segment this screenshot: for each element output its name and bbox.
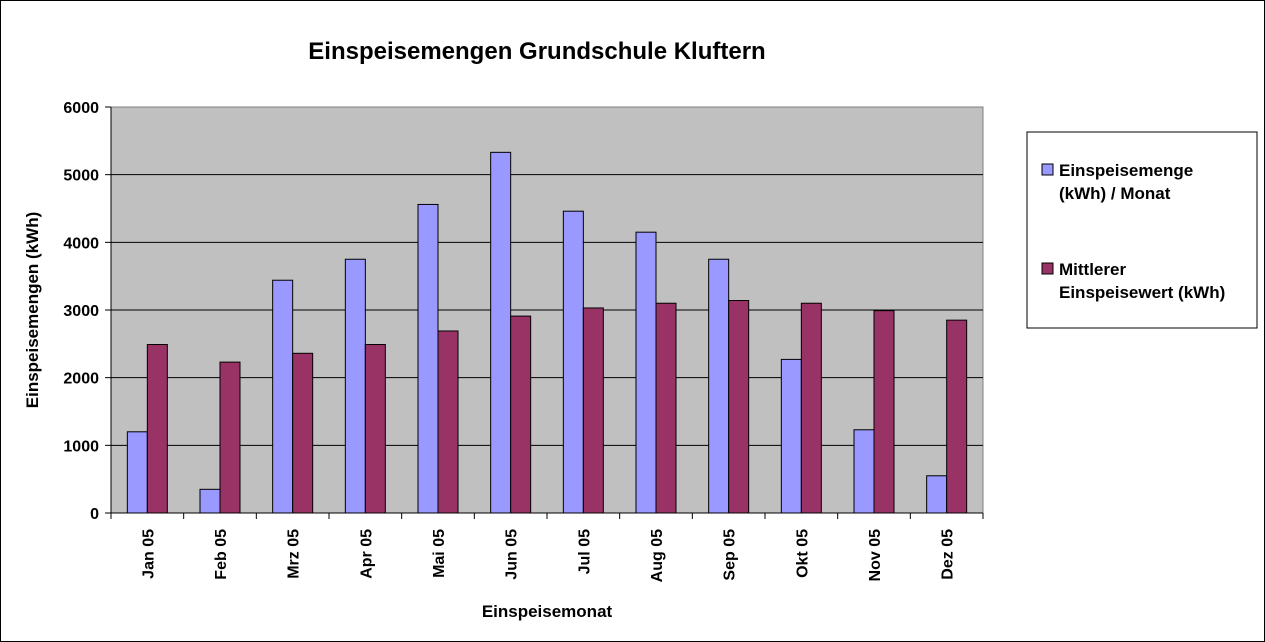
bar-einspeisemenge: [780, 358, 802, 514]
x-tick-labels: Jan 05 Feb 05 Mrz 05 Apr 05 Mai 05 Jun 05 Jul …: [140, 529, 956, 582]
x-tick-label: Feb 05: [213, 529, 230, 580]
bar-mittlerer-einspeisewert: [873, 310, 895, 514]
bar-einspeisemenge: [126, 431, 148, 514]
bars: [126, 151, 968, 514]
bar-mittlerer-einspeisewert: [655, 302, 677, 514]
bar-mittlerer-einspeisewert: [728, 300, 750, 514]
bar-mittlerer-einspeisewert: [219, 361, 241, 514]
bar-einspeisemenge: [199, 488, 221, 514]
bar-einspeisemenge: [708, 258, 730, 514]
x-axis-title: Einspeisemonat: [482, 602, 613, 621]
legend-label: Einspeisewert (kWh): [1059, 283, 1225, 302]
bar-einspeisemenge: [272, 279, 294, 514]
bar-einspeisemenge: [926, 475, 948, 514]
x-tick-label: Okt 05: [794, 529, 811, 578]
bar-einspeisemenge: [417, 203, 439, 514]
y-tick-label: 4000: [63, 235, 99, 252]
chart-title: Einspeisemengen Grundschule Kluftern: [308, 38, 765, 65]
bar-mittlerer-einspeisewert: [582, 307, 604, 514]
x-tick-label: Mai 05: [431, 529, 448, 578]
x-tick-label: Jan 05: [140, 529, 157, 579]
x-tick-label: Dez 05: [940, 529, 957, 580]
legend-label: (kWh) / Monat: [1059, 184, 1171, 203]
y-tick-label: 2000: [63, 371, 99, 388]
x-tick-label: Apr 05: [358, 529, 375, 579]
y-tick-label: 3000: [63, 303, 99, 320]
x-tick-label: Nov 05: [867, 529, 884, 582]
y-tick-label: 6000: [63, 100, 99, 117]
y-tick-label: 0: [90, 506, 99, 523]
bar-einspeisemenge: [490, 151, 512, 514]
gridlines: [111, 174, 983, 446]
y-tick-label: 1000: [63, 438, 99, 455]
legend: Einspeisemenge (kWh) / Monat Mittlerer Eins…: [1026, 131, 1258, 329]
legend-box: [1026, 131, 1258, 329]
x-tick-label: Aug 05: [649, 529, 666, 582]
bar-mittlerer-einspeisewert: [510, 315, 532, 514]
legend-items: Einspeisemenge (kWh) / Monat Mittlerer Eins…: [1041, 161, 1225, 302]
y-axis-title: Einspeisemengen (kWh): [23, 212, 42, 408]
x-tick-label: Mrz 05: [286, 529, 303, 579]
axes: [105, 106, 984, 519]
legend-label: Einspeisemenge: [1059, 161, 1193, 180]
bar-mittlerer-einspeisewert: [946, 319, 968, 514]
x-tick-label: Jul 05: [576, 529, 593, 574]
legend-swatch: [1041, 163, 1054, 176]
bar-einspeisemenge: [344, 258, 366, 514]
bar-mittlerer-einspeisewert: [292, 352, 314, 514]
bar-einspeisemenge: [635, 231, 657, 514]
y-tick-labels: 0 1000 2000 3000 4000 5000 6000: [63, 100, 99, 523]
bar-mittlerer-einspeisewert: [364, 344, 386, 514]
legend-label: Mittlerer: [1059, 260, 1126, 279]
x-tick-label: Sep 05: [722, 529, 739, 581]
y-tick-label: 5000: [63, 168, 99, 185]
x-tick-label: Jun 05: [504, 529, 521, 580]
bar-mittlerer-einspeisewert: [437, 330, 459, 514]
legend-swatch: [1041, 262, 1054, 275]
bar-einspeisemenge: [562, 210, 584, 514]
bar-einspeisemenge: [853, 429, 875, 514]
bar-mittlerer-einspeisewert: [146, 344, 168, 514]
bar-mittlerer-einspeisewert: [800, 302, 822, 514]
